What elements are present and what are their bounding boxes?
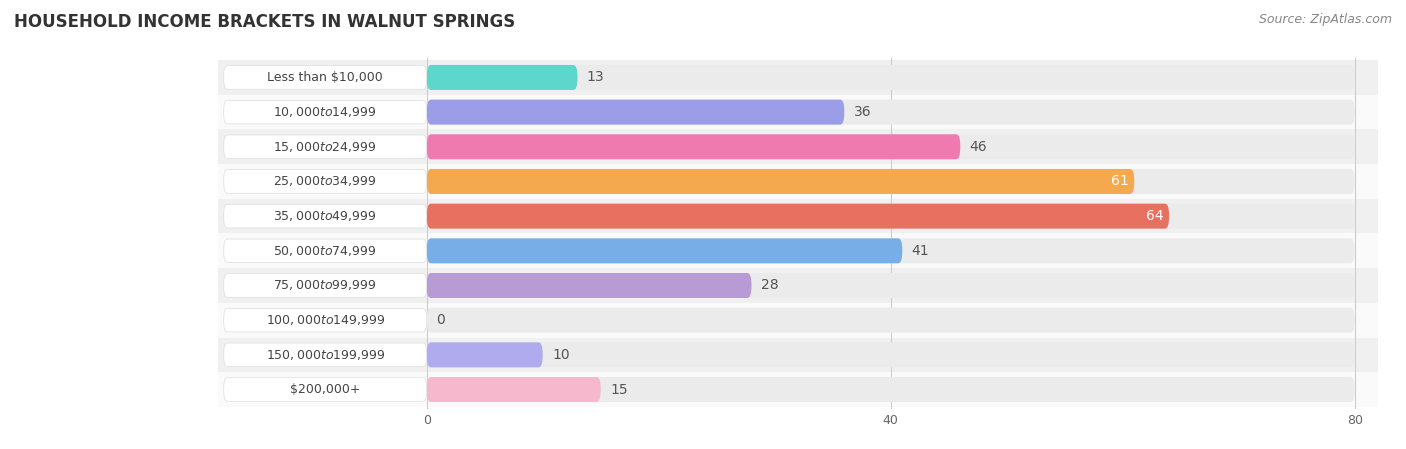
Text: $75,000 to $99,999: $75,000 to $99,999	[274, 278, 377, 292]
FancyBboxPatch shape	[218, 372, 1378, 407]
Text: 46: 46	[970, 140, 987, 154]
Text: 0: 0	[436, 313, 444, 327]
Text: 61: 61	[1111, 175, 1129, 189]
FancyBboxPatch shape	[427, 169, 1135, 194]
FancyBboxPatch shape	[224, 308, 427, 332]
FancyBboxPatch shape	[218, 95, 1378, 129]
FancyBboxPatch shape	[224, 378, 427, 401]
FancyBboxPatch shape	[427, 377, 600, 402]
FancyBboxPatch shape	[427, 273, 751, 298]
FancyBboxPatch shape	[427, 100, 844, 125]
Text: 13: 13	[586, 70, 605, 84]
Text: Source: ZipAtlas.com: Source: ZipAtlas.com	[1258, 13, 1392, 26]
FancyBboxPatch shape	[218, 60, 1378, 95]
Text: $25,000 to $34,999: $25,000 to $34,999	[274, 175, 377, 189]
FancyBboxPatch shape	[427, 308, 1355, 333]
FancyBboxPatch shape	[218, 303, 1378, 338]
FancyBboxPatch shape	[427, 342, 1355, 367]
FancyBboxPatch shape	[224, 239, 427, 263]
Text: 10: 10	[553, 348, 569, 362]
Text: Less than $10,000: Less than $10,000	[267, 71, 382, 84]
Text: 64: 64	[1146, 209, 1163, 223]
FancyBboxPatch shape	[427, 100, 1355, 125]
Text: $100,000 to $149,999: $100,000 to $149,999	[266, 313, 385, 327]
FancyBboxPatch shape	[427, 204, 1355, 229]
Text: $35,000 to $49,999: $35,000 to $49,999	[274, 209, 377, 223]
FancyBboxPatch shape	[218, 164, 1378, 199]
FancyBboxPatch shape	[427, 342, 543, 367]
FancyBboxPatch shape	[224, 274, 427, 297]
Text: $50,000 to $74,999: $50,000 to $74,999	[274, 244, 377, 258]
FancyBboxPatch shape	[224, 66, 427, 89]
FancyBboxPatch shape	[224, 135, 427, 158]
FancyBboxPatch shape	[427, 273, 1355, 298]
FancyBboxPatch shape	[427, 238, 903, 263]
Text: 36: 36	[853, 105, 872, 119]
FancyBboxPatch shape	[224, 343, 427, 367]
FancyBboxPatch shape	[218, 129, 1378, 164]
FancyBboxPatch shape	[427, 134, 960, 159]
FancyBboxPatch shape	[427, 134, 1355, 159]
Text: HOUSEHOLD INCOME BRACKETS IN WALNUT SPRINGS: HOUSEHOLD INCOME BRACKETS IN WALNUT SPRI…	[14, 13, 516, 31]
Text: 15: 15	[610, 383, 627, 396]
FancyBboxPatch shape	[427, 169, 1355, 194]
Text: $150,000 to $199,999: $150,000 to $199,999	[266, 348, 385, 362]
FancyBboxPatch shape	[427, 238, 1355, 263]
FancyBboxPatch shape	[224, 100, 427, 124]
FancyBboxPatch shape	[224, 204, 427, 228]
Text: $10,000 to $14,999: $10,000 to $14,999	[274, 105, 377, 119]
FancyBboxPatch shape	[427, 65, 1355, 90]
Text: 28: 28	[761, 278, 779, 292]
Text: 41: 41	[911, 244, 929, 258]
FancyBboxPatch shape	[218, 268, 1378, 303]
FancyBboxPatch shape	[427, 65, 578, 90]
FancyBboxPatch shape	[218, 199, 1378, 233]
FancyBboxPatch shape	[218, 338, 1378, 372]
Text: $200,000+: $200,000+	[290, 383, 360, 396]
FancyBboxPatch shape	[224, 170, 427, 193]
Text: $15,000 to $24,999: $15,000 to $24,999	[274, 140, 377, 154]
FancyBboxPatch shape	[427, 204, 1170, 229]
FancyBboxPatch shape	[427, 377, 1355, 402]
FancyBboxPatch shape	[218, 233, 1378, 268]
